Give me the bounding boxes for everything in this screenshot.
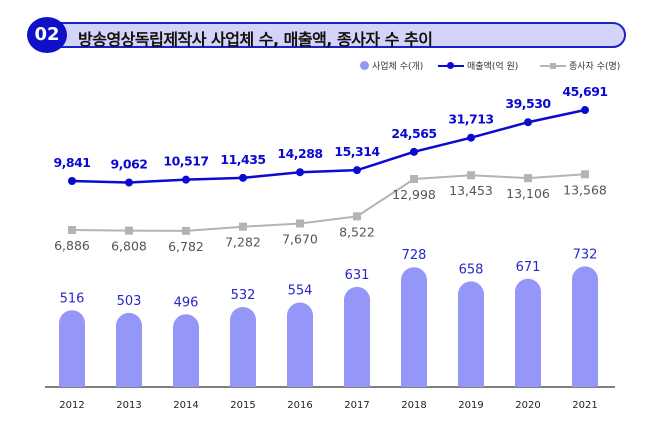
- revenue-marker-2019: [467, 133, 475, 142]
- x-tick-label-2016: 2016: [287, 400, 312, 411]
- revenue-marker-2020: [524, 118, 532, 127]
- revenue-marker-2014: [182, 175, 190, 184]
- legend-item-businesses: 사업체 수(개): [360, 59, 423, 72]
- bar-2020: [515, 278, 541, 387]
- legend-circle-icon: [360, 61, 369, 70]
- bar-2015: [230, 307, 256, 387]
- employees-label-2021: 13,568: [563, 182, 607, 197]
- employees-marker-2014: [182, 226, 190, 235]
- revenue-label-2019: 31,713: [448, 112, 493, 127]
- x-tick-label-2019: 2019: [458, 400, 483, 411]
- revenue-marker-2018: [410, 147, 418, 156]
- bar-label-2020: 671: [516, 260, 541, 275]
- employees-label-2015: 7,282: [225, 235, 261, 250]
- employees-label-2016: 7,670: [282, 231, 318, 246]
- employees-label-2013: 6,808: [111, 239, 147, 254]
- bar-label-2021: 732: [573, 247, 598, 262]
- employees-label-2019: 13,453: [449, 183, 493, 198]
- bar-2017: [344, 286, 370, 387]
- employees-marker-2016: [296, 219, 304, 228]
- employees-line: [71, 173, 586, 232]
- revenue-label-2018: 24,565: [391, 126, 436, 141]
- bar-2021: [572, 266, 598, 387]
- employees-marker-2018: [410, 175, 418, 184]
- x-tick-label-2021: 2021: [572, 400, 597, 411]
- revenue-marker-2015: [239, 173, 247, 182]
- bar-label-2018: 728: [402, 248, 427, 263]
- employees-label-2018: 12,998: [392, 187, 436, 202]
- revenue-marker-2012: [68, 177, 76, 185]
- x-tick-label-2014: 2014: [173, 400, 198, 411]
- legend-line-dot-icon: [438, 61, 464, 70]
- title-bar: [40, 22, 626, 48]
- bar-label-2012: 516: [60, 291, 85, 306]
- employees-label-2017: 8,522: [339, 224, 375, 239]
- revenue-marker-2021: [581, 106, 589, 115]
- revenue-marker-2016: [296, 168, 304, 177]
- x-tick-label-2013: 2013: [116, 400, 141, 411]
- x-tick-label-2015: 2015: [230, 400, 255, 411]
- bar-2016: [287, 302, 313, 387]
- x-tick-label-2017: 2017: [344, 400, 369, 411]
- bar-2018: [401, 267, 427, 387]
- bar-label-2019: 658: [459, 262, 484, 277]
- employees-marker-2015: [239, 222, 247, 231]
- bar-2013: [116, 312, 142, 387]
- section-number-badge: 02: [27, 17, 67, 53]
- bar-2019: [458, 281, 484, 387]
- bar-label-2014: 496: [174, 295, 199, 310]
- revenue-line: [71, 108, 586, 184]
- bar-label-2017: 631: [345, 268, 370, 283]
- x-tick-label-2020: 2020: [515, 400, 540, 411]
- legend-line-square-icon: [540, 61, 566, 70]
- revenue-marker-2017: [353, 166, 361, 175]
- legend-item-revenue: 매출액(억 원): [438, 59, 518, 72]
- legend-item-employees: 종사자 수(명): [540, 59, 620, 72]
- employees-marker-2020: [524, 174, 532, 183]
- employees-label-2012: 6,886: [54, 238, 90, 253]
- employees-marker-2017: [353, 212, 361, 221]
- employees-label-2020: 13,106: [506, 186, 550, 201]
- bar-label-2015: 532: [231, 288, 256, 303]
- revenue-label-2021: 45,691: [562, 84, 607, 99]
- revenue-label-2012: 9,841: [53, 155, 90, 170]
- employees-marker-2012: [68, 226, 76, 234]
- revenue-label-2013: 9,062: [110, 157, 147, 172]
- bar-label-2013: 503: [117, 294, 142, 309]
- revenue-label-2014: 10,517: [163, 154, 208, 169]
- revenue-label-2015: 11,435: [220, 152, 265, 167]
- bar-2014: [173, 314, 199, 387]
- revenue-marker-2013: [125, 178, 133, 187]
- x-tick-label-2018: 2018: [401, 400, 426, 411]
- revenue-label-2020: 39,530: [505, 96, 551, 111]
- revenue-label-2016: 14,288: [277, 146, 322, 161]
- bar-2012: [59, 310, 85, 387]
- employees-label-2014: 6,782: [168, 239, 204, 254]
- employees-marker-2013: [125, 226, 133, 235]
- employees-marker-2019: [467, 171, 475, 180]
- bar-label-2016: 554: [288, 284, 313, 299]
- employees-marker-2021: [581, 170, 589, 179]
- chart-title: 방송영상독립제작사 사업체 수, 매출액, 종사자 수 추이: [78, 30, 433, 49]
- revenue-label-2017: 15,314: [334, 144, 380, 159]
- x-tick-label-2012: 2012: [59, 400, 84, 411]
